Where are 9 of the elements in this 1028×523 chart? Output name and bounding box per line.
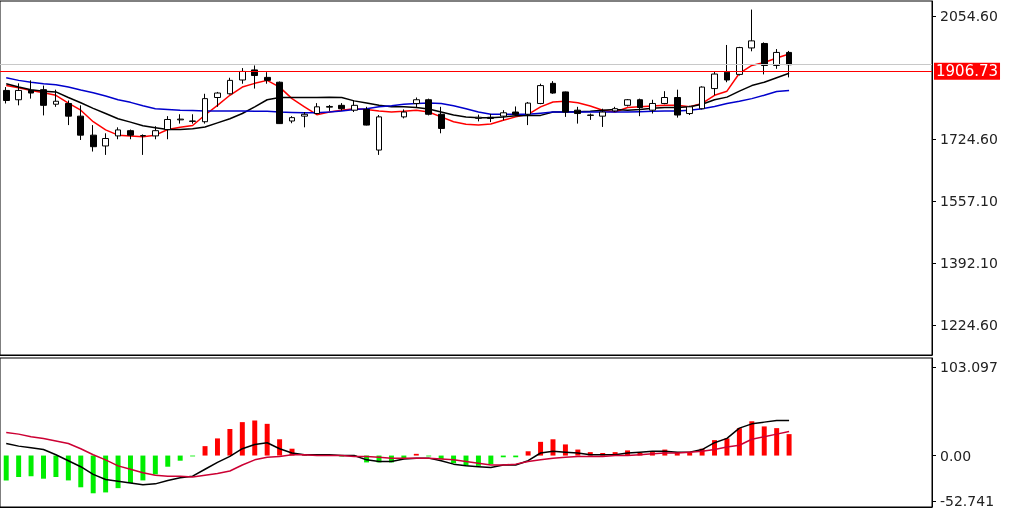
y-tick-label: 1557.10 bbox=[940, 193, 998, 210]
y-tick-label: 1392.10 bbox=[940, 254, 998, 271]
y-tick-label: 103.097 bbox=[940, 359, 998, 376]
y-tick-label: 0.00 bbox=[940, 447, 972, 464]
y-tick-label: -52.741 bbox=[940, 492, 995, 509]
ref-line-label: 1906.73 bbox=[936, 62, 999, 81]
y-tick-label: 1224.60 bbox=[940, 317, 998, 334]
y-tick-label: 2054.60 bbox=[940, 8, 998, 25]
y-tick-label: 1724.60 bbox=[940, 131, 998, 148]
